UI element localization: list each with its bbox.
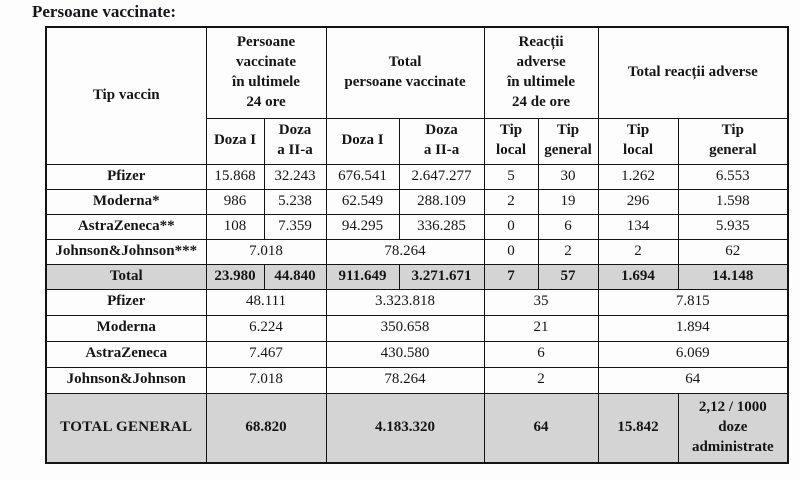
value-cell: 5 [483,163,539,190]
vaccine-name-cell: Pfizer [45,163,207,190]
table-row-astrazeneca-cumulative: AstraZeneca 7.467 430.580 6 6.069 [45,340,789,368]
value-cell: 6 [483,340,599,368]
subheader-tip-general-total: Tip general [677,117,789,165]
vaccine-name-cell: AstraZeneca [45,340,207,368]
value-cell: 94.295 [325,213,400,240]
subheader-tip-local-total: Tip local [597,117,679,165]
vaccine-name-cell: AstraZeneca** [45,213,207,240]
value-cell: 2.647.277 [398,163,485,190]
value-cell: 134 [597,213,679,240]
value-cell: 6.553 [677,163,789,190]
value-cell: 57 [537,263,599,290]
header-vaccinated-24h: Persoane vaccinate în ultimele 24 ore [205,26,327,119]
value-cell: 1.894 [597,314,789,342]
value-cell: 23.980 [205,263,265,290]
value-cell: 1.694 [597,263,679,290]
vaccination-table: Tip vaccin Persoane vaccinate în ultimel… [45,26,790,464]
value-cell: 48.111 [205,288,327,316]
value-cell: 64 [597,366,789,394]
subheader-dose1-24h: Doza I [205,117,265,165]
table-row-pfizer: Pfizer 15.868 32.243 676.541 2.647.277 5… [45,163,789,190]
total-general-label-cell: TOTAL GENERAL [45,392,207,464]
value-cell: 296 [597,188,679,215]
value-cell: 6.224 [205,314,327,342]
vaccine-name-cell: Pfizer [45,288,207,316]
value-cell: 2 [537,238,599,265]
value-cell: 64 [483,392,599,464]
table-header-row: Tip vaccin Persoane vaccinate în ultimel… [45,26,789,165]
value-cell: 288.109 [398,188,485,215]
table-row-astrazeneca: AstraZeneca** 108 7.359 94.295 336.285 0… [45,213,789,240]
value-cell: 2 [483,366,599,394]
value-cell: 3.271.671 [398,263,485,290]
value-cell: 14.148 [677,263,789,290]
value-cell: 350.658 [325,314,485,342]
vaccine-name-cell: Johnson&Johnson [45,366,207,394]
table-row-total-general: TOTAL GENERAL 68.820 4.183.320 64 15.842… [45,392,789,464]
value-cell: 32.243 [263,163,327,190]
value-cell: 0 [483,213,539,240]
subheader-tip-general-24h: Tip general [537,117,599,165]
vaccine-name-cell: Moderna* [45,188,207,215]
value-cell: 15.842 [597,392,679,464]
subheader-dose2-total: Doza a II-a [398,117,485,165]
value-cell: 336.285 [398,213,485,240]
value-cell: 15.868 [205,163,265,190]
table-row-total: Total 23.980 44.840 911.649 3.271.671 7 … [45,263,789,290]
value-cell: 1.598 [677,188,789,215]
value-cell: 986 [205,188,265,215]
value-cell: 30 [537,163,599,190]
page-title: Persoane vaccinate: [32,2,176,21]
value-cell: 108 [205,213,265,240]
header-total-reactions: Total reacții adverse [597,26,789,119]
subheader-dose2-24h: Doza a II-a [263,117,327,165]
value-cell: 2 [597,238,679,265]
value-cell: 911.649 [325,263,400,290]
value-cell: 2 [483,188,539,215]
value-cell: 7.018 [205,238,327,265]
vaccine-name-cell: Johnson&Johnson*** [45,238,207,265]
header-reactions-24h: Reacții adverse în ultimele 24 de ore [483,26,599,119]
value-cell: 21 [483,314,599,342]
subheader-dose1-total: Doza I [325,117,400,165]
table-subheader-row: Doza I Doza a II-a Doza I Doza a II-a Ti… [46,117,789,165]
total-label-cell: Total [45,263,207,290]
value-cell: 430.580 [325,340,485,368]
value-cell: 1.262 [597,163,679,190]
reactions-rate-cell: 2,12 / 1000 doze administrate [677,392,789,464]
value-cell: 6.069 [597,340,789,368]
vaccine-name-cell: Moderna [45,314,207,342]
value-cell: 5.935 [677,213,789,240]
value-cell: 62.549 [325,188,400,215]
value-cell: 7.018 [205,366,327,394]
value-cell: 44.840 [263,263,327,290]
value-cell: 3.323.818 [325,288,485,316]
value-cell: 35 [483,288,599,316]
table-row-pfizer-cumulative: Pfizer 48.111 3.323.818 35 7.815 [45,288,789,316]
value-cell: 4.183.320 [325,392,485,464]
value-cell: 7.815 [597,288,789,316]
header-total-vaccinated: Total persoane vaccinate [325,26,485,119]
subheader-tip-local-24h: Tip local [483,117,539,165]
value-cell: 78.264 [325,238,485,265]
value-cell: 7.359 [263,213,327,240]
value-cell: 68.820 [205,392,327,464]
table-row-johnson: Johnson&Johnson*** 7.018 78.264 0 2 2 62 [45,238,789,265]
value-cell: 0 [483,238,539,265]
value-cell: 78.264 [325,366,485,394]
value-cell: 19 [537,188,599,215]
table-row-johnson-cumulative: Johnson&Johnson 7.018 78.264 2 64 [45,366,789,394]
value-cell: 62 [677,238,789,265]
value-cell: 7 [483,263,539,290]
header-tip-vaccin: Tip vaccin [45,26,207,165]
value-cell: 676.541 [325,163,400,190]
value-cell: 6 [537,213,599,240]
table-row-moderna-cumulative: Moderna 6.224 350.658 21 1.894 [45,314,789,342]
value-cell: 5.238 [263,188,327,215]
table-row-moderna: Moderna* 986 5.238 62.549 288.109 2 19 2… [45,188,789,215]
value-cell: 7.467 [205,340,327,368]
